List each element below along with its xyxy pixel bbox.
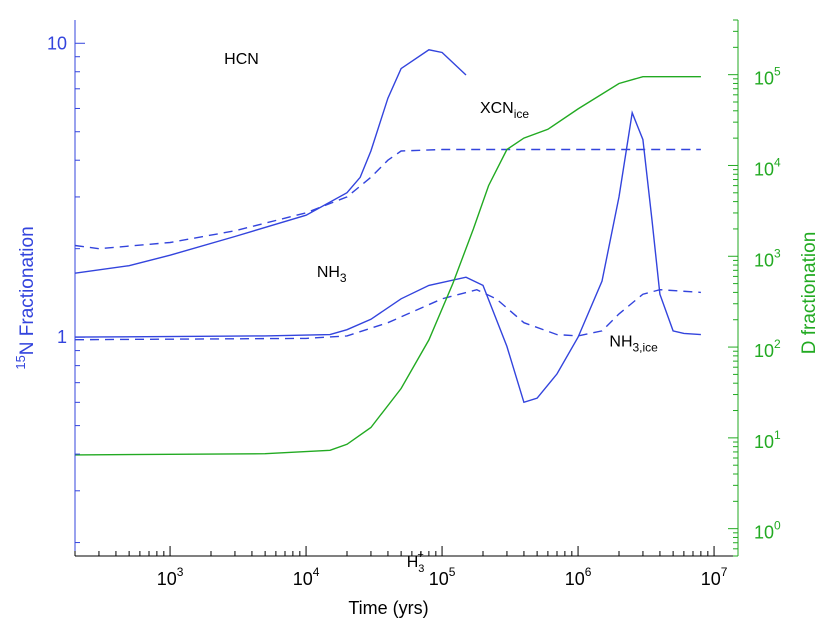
y-left-tick-label: 1	[57, 327, 67, 347]
series-line-nh3	[74, 110, 701, 404]
y-left-tick-label: 10	[47, 33, 67, 53]
labels-layer: HCN XCNice NH3 NH3,ice H3+ 103 104 105 106 107 1 10…	[13, 33, 820, 618]
series-label-nh3-ice: NH3,ice	[609, 333, 658, 354]
y-right-tick-label: 102	[754, 337, 781, 361]
x-axis-title: Time (yrs)	[348, 598, 428, 618]
series-line-hcn	[74, 49, 467, 274]
x-tick-label: 104	[293, 565, 320, 589]
y-right-tick-label: 100	[754, 519, 781, 543]
y-left-axis-title: 15N Fractionation	[13, 226, 38, 369]
series-line-xcn-ice	[74, 148, 701, 250]
x-tick-label: 103	[157, 565, 184, 589]
series-label-nh3: NH3	[317, 264, 347, 285]
series-line-nh3-ice	[74, 288, 701, 341]
x-tick-label: 106	[565, 565, 592, 589]
x-tick-label: 105	[429, 565, 456, 589]
series-line-h3-	[74, 76, 701, 456]
axes-layer	[74, 19, 739, 557]
y-right-axis-title: D fractionation	[799, 232, 820, 355]
y-right-tick-label: 101	[754, 428, 781, 452]
y-right-tick-label: 104	[754, 155, 781, 179]
series-label-xcn-ice: XCNice	[480, 100, 529, 121]
x-tick-label: 107	[701, 565, 728, 589]
series-label-h3-: H3+	[407, 549, 425, 575]
series-layer	[74, 49, 701, 456]
y-right-tick-label: 103	[754, 246, 781, 270]
y-right-tick-label: 105	[754, 65, 781, 89]
series-label-hcn: HCN	[224, 51, 259, 68]
